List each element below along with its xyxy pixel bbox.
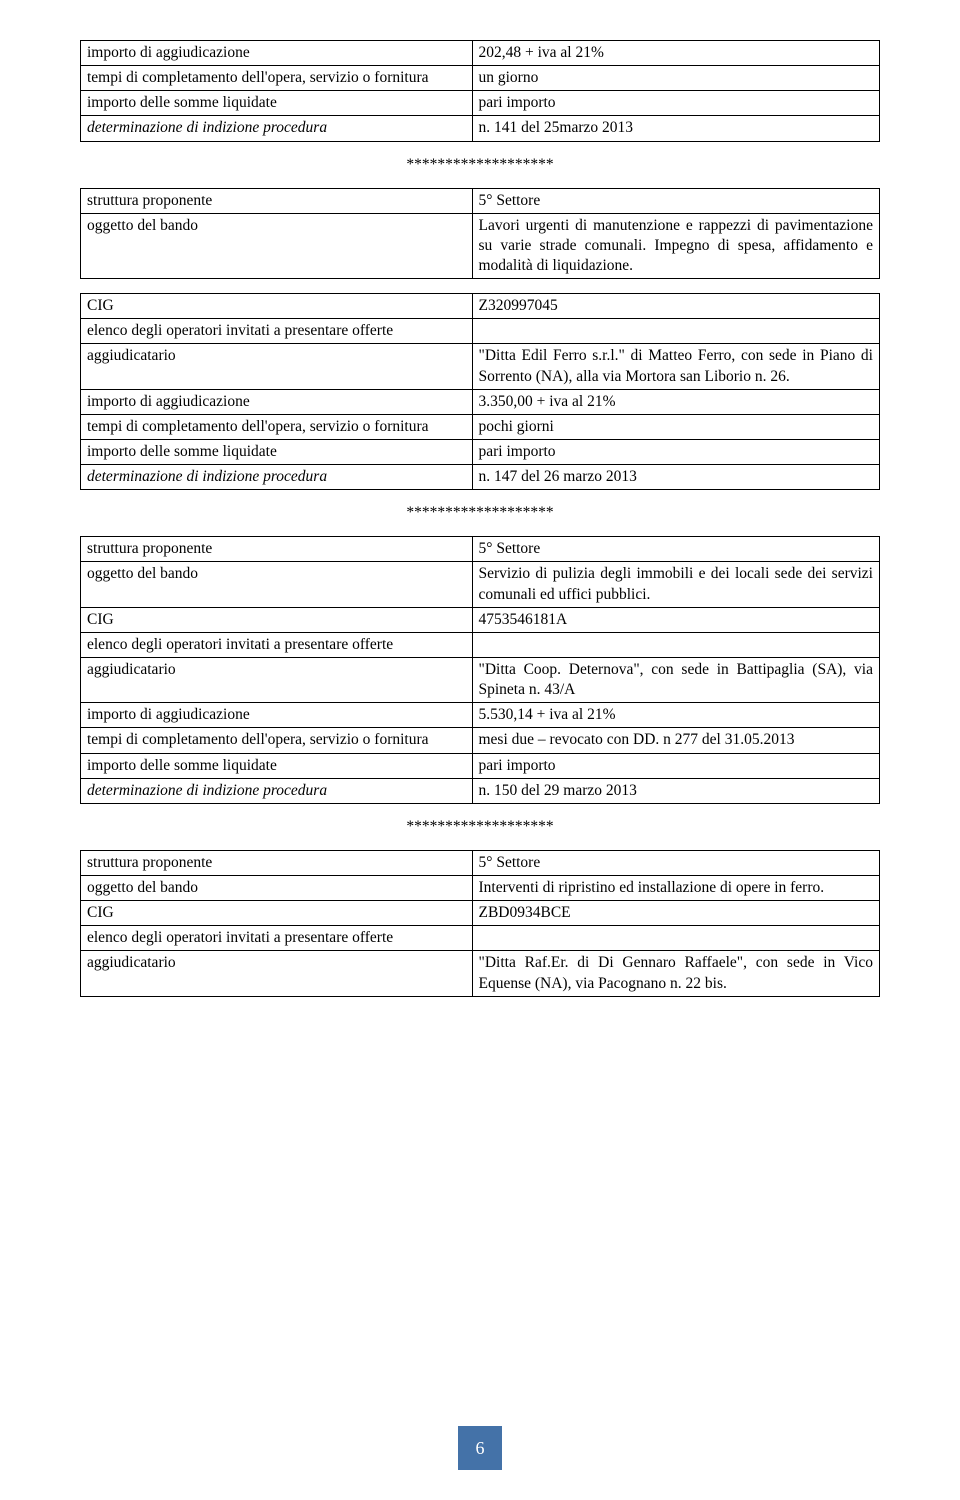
label-tempi: tempi di completamento dell'opera, servi… xyxy=(81,728,473,753)
label-tempi: tempi di completamento dell'opera, servi… xyxy=(81,66,473,91)
label-importo-liq: importo delle somme liquidate xyxy=(81,91,473,116)
label-cig: CIG xyxy=(81,607,473,632)
label-cig: CIG xyxy=(81,901,473,926)
table-block2: struttura proponente 5° Settore oggetto … xyxy=(80,536,880,804)
label-determinazione: determinazione di indizione procedura xyxy=(81,116,473,141)
page: importo di aggiudicazione 202,48 + iva a… xyxy=(0,0,960,1500)
label-determinazione: determinazione di indizione procedura xyxy=(81,778,473,803)
label-importo-agg: importo di aggiudicazione xyxy=(81,703,473,728)
val-oggetto: Interventi di ripristino ed installazion… xyxy=(472,875,880,900)
gap xyxy=(80,279,880,293)
val-importo-liq: pari importo xyxy=(472,91,880,116)
val-elenco xyxy=(472,926,880,951)
val-elenco xyxy=(472,632,880,657)
label-oggetto: oggetto del bando xyxy=(81,562,473,607)
label-importo-liq: importo delle somme liquidate xyxy=(81,439,473,464)
label-elenco: elenco degli operatori invitati a presen… xyxy=(81,926,473,951)
table-block1a: struttura proponente 5° Settore oggetto … xyxy=(80,188,880,280)
val-elenco xyxy=(472,319,880,344)
label-aggiudicatario: aggiudicatario xyxy=(81,344,473,389)
val-oggetto: Servizio di pulizia degli immobili e dei… xyxy=(472,562,880,607)
val-struttura: 5° Settore xyxy=(472,537,880,562)
label-oggetto: oggetto del bando xyxy=(81,213,473,278)
label-oggetto: oggetto del bando xyxy=(81,875,473,900)
separator-stars: ******************* xyxy=(80,504,880,522)
label-importo-agg: importo di aggiudicazione xyxy=(81,41,473,66)
table-block3: struttura proponente 5° Settore oggetto … xyxy=(80,850,880,997)
label-aggiudicatario: aggiudicatario xyxy=(81,951,473,996)
label-elenco: elenco degli operatori invitati a presen… xyxy=(81,319,473,344)
val-determinazione: n. 147 del 26 marzo 2013 xyxy=(472,465,880,490)
val-determinazione: n. 141 del 25marzo 2013 xyxy=(472,116,880,141)
val-cig: Z320997045 xyxy=(472,294,880,319)
val-aggiudicatario: "Ditta Edil Ferro s.r.l." di Matteo Ferr… xyxy=(472,344,880,389)
val-struttura: 5° Settore xyxy=(472,188,880,213)
val-tempi: pochi giorni xyxy=(472,414,880,439)
label-aggiudicatario: aggiudicatario xyxy=(81,657,473,702)
val-cig: ZBD0934BCE xyxy=(472,901,880,926)
val-aggiudicatario: "Ditta Raf.Er. di Di Gennaro Raffaele", … xyxy=(472,951,880,996)
page-number-badge: 6 xyxy=(458,1426,502,1470)
table-block1b: CIG Z320997045 elenco degli operatori in… xyxy=(80,293,880,490)
val-importo-agg: 5.530,14 + iva al 21% xyxy=(472,703,880,728)
val-oggetto: Lavori urgenti di manutenzione e rappezz… xyxy=(472,213,880,278)
val-tempi: un giorno xyxy=(472,66,880,91)
label-struttura: struttura proponente xyxy=(81,850,473,875)
label-tempi: tempi di completamento dell'opera, servi… xyxy=(81,414,473,439)
label-struttura: struttura proponente xyxy=(81,537,473,562)
val-importo-agg: 202,48 + iva al 21% xyxy=(472,41,880,66)
separator-stars: ******************* xyxy=(80,156,880,174)
val-struttura: 5° Settore xyxy=(472,850,880,875)
page-number: 6 xyxy=(476,1438,485,1459)
val-aggiudicatario: "Ditta Coop. Deternova", con sede in Bat… xyxy=(472,657,880,702)
label-elenco: elenco degli operatori invitati a presen… xyxy=(81,632,473,657)
label-struttura: struttura proponente xyxy=(81,188,473,213)
label-importo-liq: importo delle somme liquidate xyxy=(81,753,473,778)
val-cig: 4753546181A xyxy=(472,607,880,632)
val-importo-liq: pari importo xyxy=(472,753,880,778)
val-determinazione: n. 150 del 29 marzo 2013 xyxy=(472,778,880,803)
val-tempi: mesi due – revocato con DD. n 277 del 31… xyxy=(472,728,880,753)
label-determinazione: determinazione di indizione procedura xyxy=(81,465,473,490)
table-block0: importo di aggiudicazione 202,48 + iva a… xyxy=(80,40,880,142)
label-cig: CIG xyxy=(81,294,473,319)
val-importo-agg: 3.350,00 + iva al 21% xyxy=(472,389,880,414)
label-importo-agg: importo di aggiudicazione xyxy=(81,389,473,414)
separator-stars: ******************* xyxy=(80,818,880,836)
val-importo-liq: pari importo xyxy=(472,439,880,464)
